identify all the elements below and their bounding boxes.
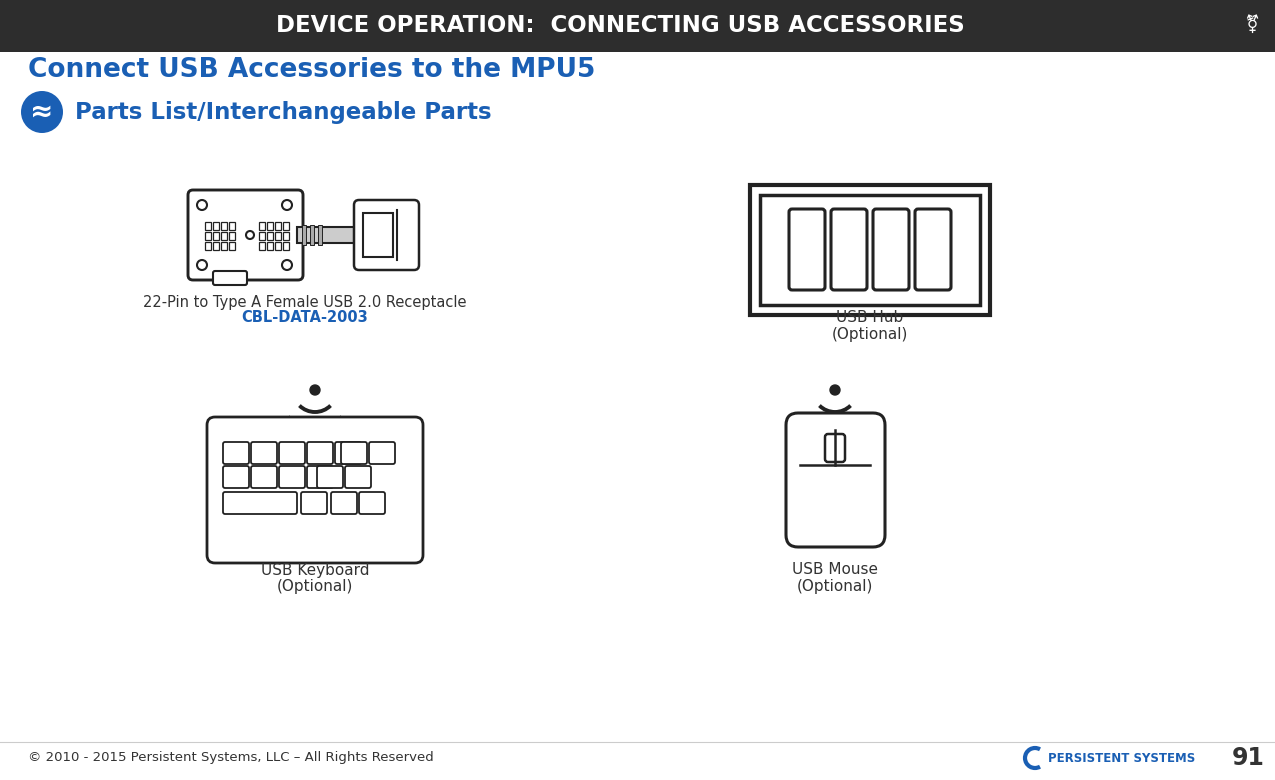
Text: (Optional): (Optional) <box>797 579 873 594</box>
FancyBboxPatch shape <box>335 442 361 464</box>
FancyBboxPatch shape <box>873 209 909 290</box>
Bar <box>750 185 989 315</box>
Bar <box>283 232 289 240</box>
Circle shape <box>20 91 62 133</box>
Bar <box>221 242 227 250</box>
Bar <box>266 222 273 230</box>
Bar <box>259 232 265 240</box>
Circle shape <box>830 385 840 395</box>
Bar <box>275 222 280 230</box>
FancyBboxPatch shape <box>307 442 333 464</box>
FancyBboxPatch shape <box>317 466 343 488</box>
FancyBboxPatch shape <box>346 466 371 488</box>
Bar <box>275 232 280 240</box>
Bar <box>221 222 227 230</box>
FancyBboxPatch shape <box>251 442 277 464</box>
Circle shape <box>198 200 207 210</box>
FancyBboxPatch shape <box>251 466 277 488</box>
Text: (Optional): (Optional) <box>277 579 353 594</box>
Circle shape <box>246 231 254 239</box>
FancyBboxPatch shape <box>301 492 326 514</box>
Circle shape <box>282 200 292 210</box>
Bar <box>230 222 235 230</box>
Bar <box>760 195 980 305</box>
FancyBboxPatch shape <box>187 190 303 280</box>
Bar <box>317 225 323 245</box>
Text: (Optional): (Optional) <box>831 327 908 342</box>
Bar <box>275 242 280 250</box>
FancyBboxPatch shape <box>368 442 395 464</box>
Text: Connect USB Accessories to the MPU5: Connect USB Accessories to the MPU5 <box>28 57 595 83</box>
Circle shape <box>198 260 207 270</box>
Bar <box>283 242 289 250</box>
FancyBboxPatch shape <box>785 413 885 547</box>
Bar <box>297 227 357 243</box>
Bar <box>205 222 210 230</box>
FancyBboxPatch shape <box>915 209 951 290</box>
Text: 91: 91 <box>1232 746 1265 770</box>
Circle shape <box>282 260 292 270</box>
Bar <box>205 242 210 250</box>
Text: USB Mouse: USB Mouse <box>792 562 878 577</box>
Text: Parts List/Interchangeable Parts: Parts List/Interchangeable Parts <box>75 101 492 123</box>
Bar <box>230 242 235 250</box>
FancyBboxPatch shape <box>207 417 423 563</box>
Bar <box>259 242 265 250</box>
Bar <box>230 232 235 240</box>
Text: 22-Pin to Type A Female USB 2.0 Receptacle: 22-Pin to Type A Female USB 2.0 Receptac… <box>143 295 467 310</box>
FancyBboxPatch shape <box>213 271 247 285</box>
Bar <box>283 222 289 230</box>
Bar <box>259 222 265 230</box>
Text: DEVICE OPERATION:  CONNECTING USB ACCESSORIES: DEVICE OPERATION: CONNECTING USB ACCESSO… <box>275 15 964 37</box>
Bar <box>213 222 219 230</box>
FancyBboxPatch shape <box>789 209 825 290</box>
FancyBboxPatch shape <box>279 442 305 464</box>
FancyBboxPatch shape <box>332 492 357 514</box>
FancyBboxPatch shape <box>354 200 419 270</box>
Bar <box>310 225 314 245</box>
Text: CBL-DATA-2003: CBL-DATA-2003 <box>242 310 368 325</box>
FancyBboxPatch shape <box>340 442 367 464</box>
FancyBboxPatch shape <box>825 434 845 462</box>
Bar <box>221 232 227 240</box>
Text: USB Keyboard: USB Keyboard <box>261 562 370 577</box>
Bar <box>213 232 219 240</box>
Circle shape <box>310 385 320 395</box>
Bar <box>266 232 273 240</box>
Bar <box>266 242 273 250</box>
Text: PERSISTENT SYSTEMS: PERSISTENT SYSTEMS <box>1048 751 1195 764</box>
FancyBboxPatch shape <box>831 209 867 290</box>
Text: ≈: ≈ <box>31 98 54 126</box>
FancyBboxPatch shape <box>360 492 385 514</box>
FancyBboxPatch shape <box>279 466 305 488</box>
FancyBboxPatch shape <box>223 492 297 514</box>
Bar <box>205 232 210 240</box>
FancyBboxPatch shape <box>223 466 249 488</box>
Bar <box>0 0 1275 52</box>
Text: USB Hub: USB Hub <box>836 310 904 325</box>
Bar <box>302 225 306 245</box>
FancyBboxPatch shape <box>223 442 249 464</box>
Text: © 2010 - 2015 Persistent Systems, LLC – All Rights Reserved: © 2010 - 2015 Persistent Systems, LLC – … <box>28 751 434 764</box>
Bar <box>213 242 219 250</box>
Bar <box>363 213 393 257</box>
FancyBboxPatch shape <box>307 466 333 488</box>
Text: ⚧: ⚧ <box>1244 16 1260 34</box>
